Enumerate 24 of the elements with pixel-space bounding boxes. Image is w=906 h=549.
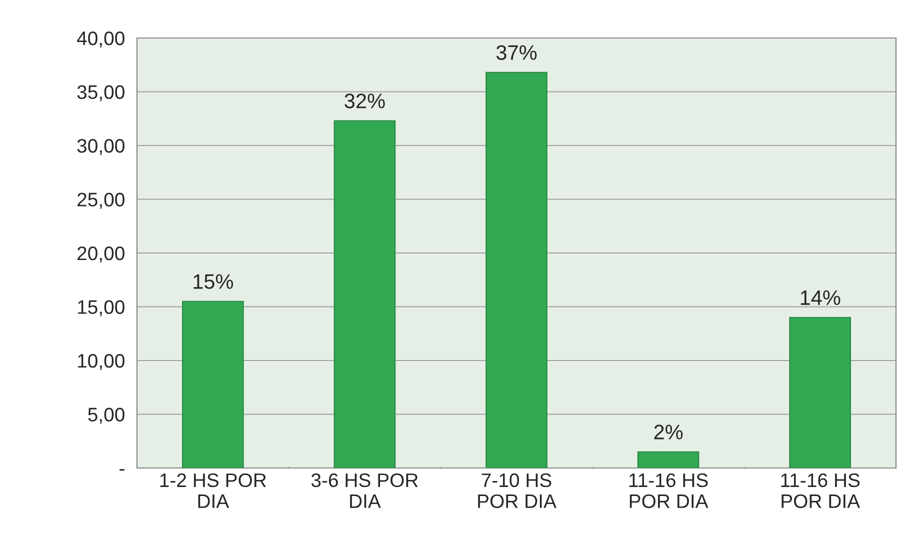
- y-tick-label: 20,00: [78, 246, 124, 263]
- x-tick-label: 7-10 HS POR DIA: [478, 473, 556, 508]
- data-label: 2%: [654, 424, 683, 440]
- y-tick-label: 40,00: [76, 31, 124, 48]
- data-label: 32%: [344, 94, 385, 108]
- y-tick-label: 10,00: [78, 354, 124, 370]
- bar: [789, 316, 852, 468]
- bar: [182, 300, 244, 468]
- x-tick-label: 11-16 HS POR DIA: [629, 473, 708, 508]
- y-tick-label: 15,00: [78, 300, 124, 316]
- data-label: 14%: [800, 290, 840, 305]
- bar: [486, 72, 548, 468]
- data-label: 15%: [194, 274, 234, 289]
- y-tick-label: 30,00: [77, 138, 124, 156]
- bar: [637, 451, 700, 468]
- y-tick-label: -: [120, 469, 124, 471]
- data-label: 37%: [496, 45, 537, 60]
- x-tick-label: 3-6 HS POR DIA: [311, 473, 418, 508]
- y-tick-label: 25,00: [78, 192, 124, 209]
- y-tick-label: 5,00: [88, 408, 124, 424]
- y-tick-label: 35,00: [77, 85, 124, 102]
- x-tick-label: 11-16 HS POR DIA: [781, 473, 860, 508]
- x-tick-label: 1-2 HS POR DIA: [160, 473, 266, 508]
- bar: [334, 120, 396, 468]
